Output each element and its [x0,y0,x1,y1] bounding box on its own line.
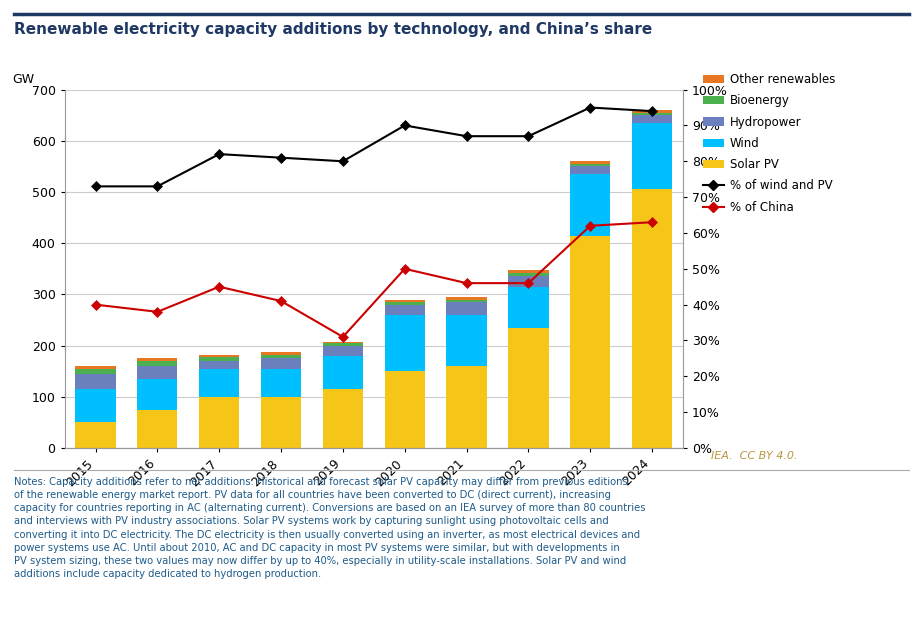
Bar [570,164,610,166]
Text: Renewable electricity capacity additions by technology, and China’s share: Renewable electricity capacity additions… [14,22,652,37]
Bar [261,358,301,369]
Bar [570,174,610,236]
Text: IEA.  CC BY 4.0.: IEA. CC BY 4.0. [711,451,797,461]
Bar [138,361,177,366]
Bar [138,379,177,410]
Bar [447,300,486,302]
Bar [261,355,301,358]
Bar [632,110,672,113]
Bar [385,302,425,305]
Bar [323,346,363,356]
Bar [509,328,548,448]
Bar [261,369,301,397]
Bar [199,355,239,357]
Legend: Other renewables, Bioenergy, Hydropower, Wind, Solar PV, % of wind and PV, % of : Other renewables, Bioenergy, Hydropower,… [702,73,835,214]
Bar [76,369,115,374]
Bar [632,123,672,189]
Bar [323,342,363,343]
Bar [632,189,672,448]
Bar [385,305,425,315]
Bar [509,273,548,276]
Bar [447,297,486,300]
Text: Notes: Capacity additions refer to net additions. Historical and forecast solar : Notes: Capacity additions refer to net a… [14,477,645,579]
Bar [76,366,115,369]
Bar [385,371,425,448]
Bar [570,161,610,164]
Bar [385,300,425,302]
Bar [447,315,486,366]
Bar [632,115,672,123]
Bar [447,366,486,448]
Bar [138,410,177,448]
Bar [199,361,239,369]
Bar [385,315,425,371]
Bar [323,389,363,448]
Bar [76,374,115,389]
Bar [509,270,548,273]
Bar [447,302,486,315]
Bar [509,276,548,287]
Bar [509,287,548,328]
Bar [261,397,301,448]
Bar [76,389,115,422]
Bar [261,352,301,355]
Bar [76,422,115,448]
Bar [138,358,177,361]
Bar [632,113,672,115]
Bar [570,166,610,174]
Bar [199,357,239,361]
Bar [570,236,610,448]
Text: GW: GW [12,73,34,86]
Bar [199,397,239,448]
Bar [199,369,239,397]
Bar [323,356,363,389]
Bar [138,366,177,379]
Bar [323,343,363,346]
